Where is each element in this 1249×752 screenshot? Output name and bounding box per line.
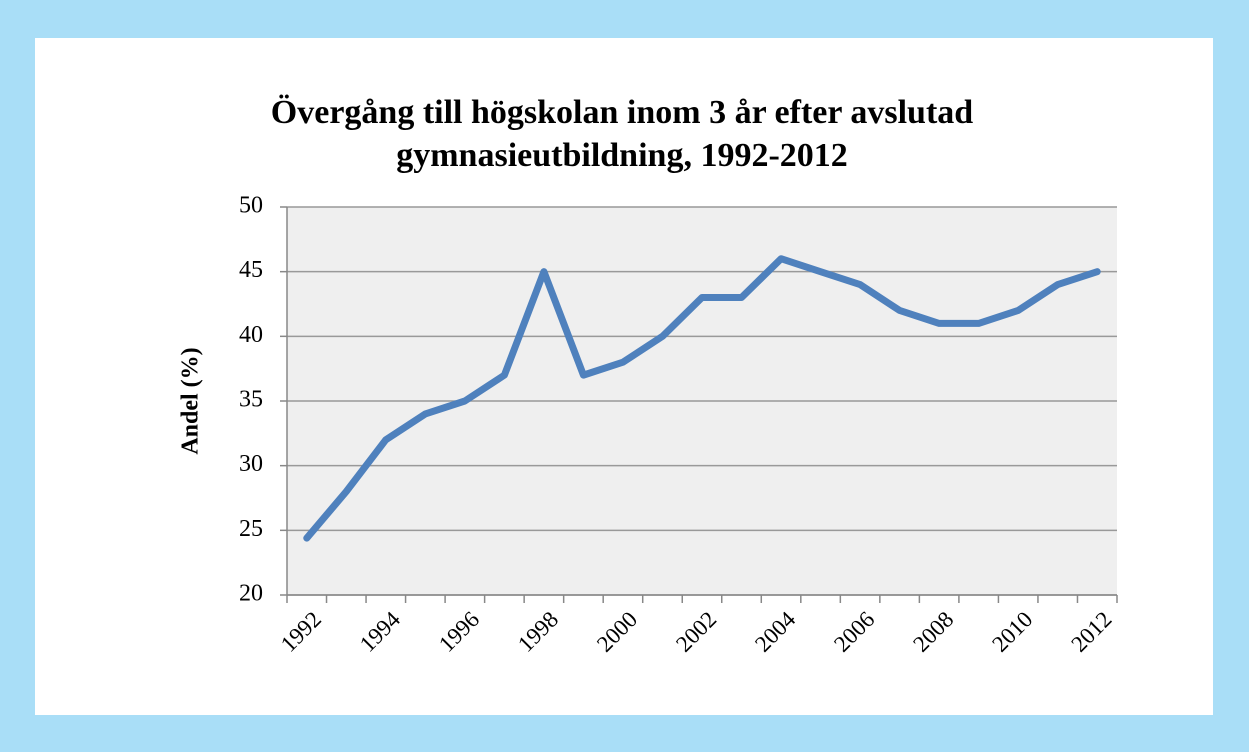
y-tick-label: 45 xyxy=(239,257,263,283)
y-axis-label: Andel (%) xyxy=(178,347,204,454)
chart-title: gymnasieutbildning, 1992-2012 xyxy=(396,137,848,174)
y-tick-label: 25 xyxy=(239,516,263,542)
y-tick-label: 30 xyxy=(239,451,263,477)
y-tick-label: 40 xyxy=(239,322,263,348)
line xyxy=(303,255,1101,542)
y-tick-label: 50 xyxy=(239,193,263,219)
chart-title: Övergång till högskolan inom 3 år efter … xyxy=(271,94,973,131)
y-tick-label: 20 xyxy=(239,581,263,607)
y-tick-label: 35 xyxy=(239,387,263,413)
